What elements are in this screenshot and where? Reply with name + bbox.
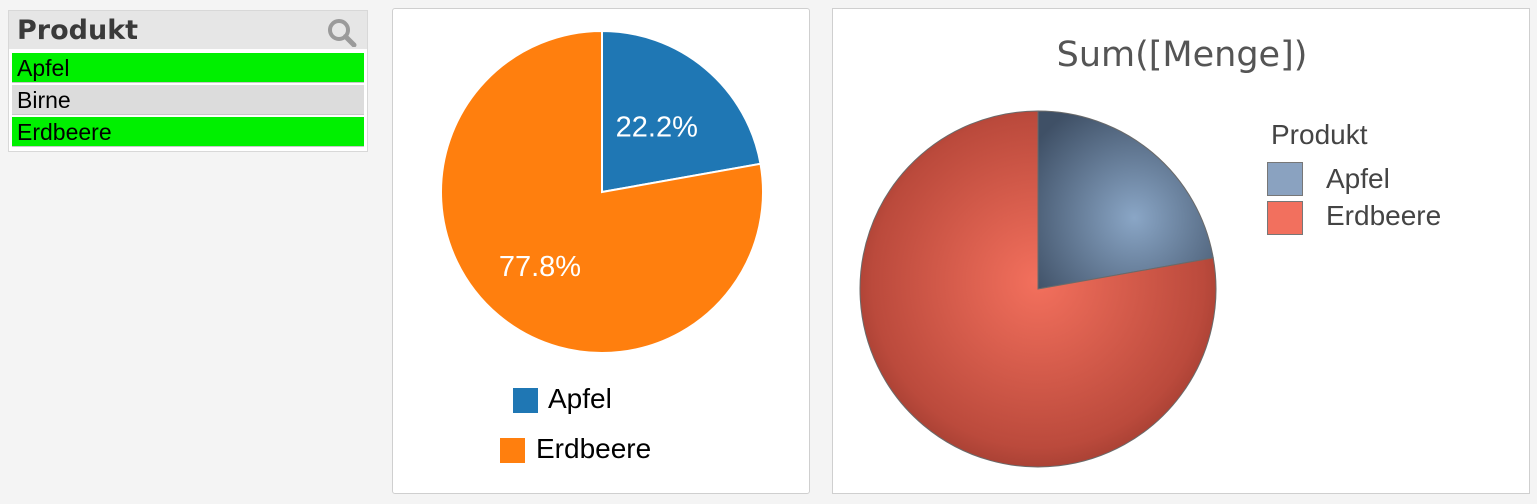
data-label-erdbeere: 77.8%	[499, 251, 581, 283]
listbox-item-erdbeere[interactable]: Erdbeere	[12, 117, 364, 147]
legend-swatch-erdbeere	[500, 438, 525, 463]
listbox-header: Produkt	[9, 11, 367, 49]
legend-label-erdbeere: Erdbeere	[1326, 200, 1442, 231]
pie-chart-2	[859, 110, 1217, 468]
pie-slice-apfel[interactable]	[1037, 110, 1214, 290]
pie-slice-erdbeere[interactable]	[859, 110, 1217, 468]
data-label-apfel: 22.2%	[616, 112, 698, 144]
listbox-item-apfel[interactable]: Apfel	[12, 53, 364, 83]
search-icon[interactable]	[325, 17, 359, 47]
legend-swatch-apfel	[1267, 162, 1303, 196]
legend-label-apfel: Apfel	[548, 383, 612, 414]
pie-chart-panel-2: Sum([Menge]) Produkt Apfel Erdbeere	[832, 8, 1530, 494]
legend-label-apfel: Apfel	[1326, 163, 1390, 194]
legend-title: Produkt	[1271, 119, 1368, 150]
listbox-item-birne[interactable]: Birne	[12, 85, 364, 115]
legend-swatch-apfel	[513, 388, 538, 413]
listbox-title: Produkt	[17, 15, 139, 46]
chart-title: Sum([Menge])	[1056, 35, 1308, 75]
legend-swatch-erdbeere	[1267, 201, 1303, 235]
pie-slice-erdbeere[interactable]	[440, 29, 764, 354]
legend-label-erdbeere: Erdbeere	[536, 433, 652, 464]
pie-chart-1: 22.2% 77.8%	[440, 29, 764, 354]
pie-chart-panel-1: 22.2% 77.8% Apfel Erdbeere	[392, 8, 810, 494]
produkt-listbox: Produkt Apfel Birne Erdbeere	[8, 10, 368, 152]
pie-slice-apfel[interactable]	[601, 29, 762, 194]
